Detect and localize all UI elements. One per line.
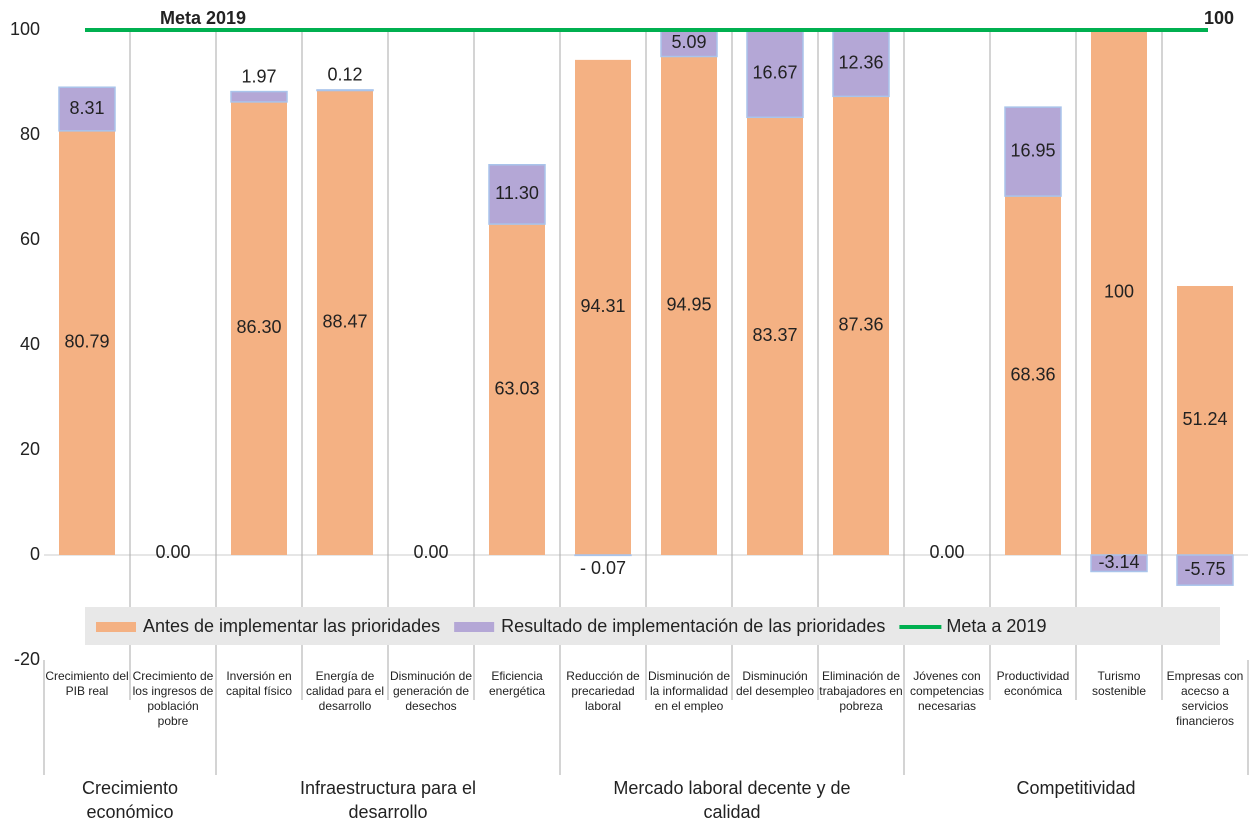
y-tick-label: 100 xyxy=(10,19,40,39)
data-label: 88.47 xyxy=(322,312,367,332)
bar-segment xyxy=(231,101,287,556)
data-label: 86.30 xyxy=(236,317,281,337)
x-tick-label: Turismo sostenible xyxy=(1092,669,1146,698)
y-tick-label: 20 xyxy=(20,439,40,459)
x-tick-label: Inversión en capital físico xyxy=(226,669,292,698)
data-label: 0.00 xyxy=(155,542,190,562)
bar-segment xyxy=(59,130,115,556)
legend-label: Antes de implementar las prioridades xyxy=(143,616,440,636)
x-tick-label: Jóvenes con competencias necesarias xyxy=(910,669,984,713)
x-tick-label: Disminución del desempleo xyxy=(736,669,814,698)
data-label: 11.30 xyxy=(495,183,539,203)
bar-segment xyxy=(1176,554,1234,586)
data-label: 94.31 xyxy=(580,296,625,316)
bar-segment xyxy=(316,89,374,92)
bar-segment xyxy=(575,59,631,556)
y-tick-label: 60 xyxy=(20,229,40,249)
data-label: 16.95 xyxy=(1010,140,1055,160)
bar-segment xyxy=(230,90,288,103)
legend-label: Meta a 2019 xyxy=(946,616,1046,636)
x-tick-label: Productividad económica xyxy=(997,669,1070,698)
data-label: 94.95 xyxy=(666,295,711,315)
group-label: Mercado laboral decente y de calidad xyxy=(613,778,850,822)
bar-segment xyxy=(489,224,545,555)
data-label: - 0.07 xyxy=(580,558,626,578)
x-tick-label: Disminución de la informalidad en el emple… xyxy=(648,669,730,713)
data-label: 12.36 xyxy=(838,53,883,73)
data-label: 8.31 xyxy=(69,98,104,118)
bar-segment xyxy=(833,96,889,556)
y-tick-label: 80 xyxy=(20,124,40,144)
bar-segment xyxy=(1091,30,1147,555)
bar-segment xyxy=(832,30,890,98)
group-label: Infraestructura para el desarrollo xyxy=(300,778,476,822)
data-label: 1.97 xyxy=(241,66,276,86)
data-label: 80.79 xyxy=(64,332,109,352)
bar-segment xyxy=(1177,285,1233,555)
bar-segment xyxy=(1090,554,1148,573)
legend-swatch xyxy=(454,622,495,632)
group-label: Crecimiento económico xyxy=(82,778,178,822)
data-label: 51.24 xyxy=(1182,409,1227,429)
bar-segment xyxy=(661,56,717,555)
bar-segment xyxy=(747,117,803,556)
legend-label: Resultado de implementación de las prior… xyxy=(501,616,885,636)
x-tick-label: Empresas con acecso a servicios financieros xyxy=(1167,669,1244,728)
x-tick-label: Disminución de generación de desechos xyxy=(390,669,472,713)
data-label: 83.37 xyxy=(752,325,797,345)
bar-segment xyxy=(1005,196,1061,556)
bar-segment xyxy=(488,164,546,225)
y-tick-label: 40 xyxy=(20,334,40,354)
target-label: Meta 2019 xyxy=(160,8,246,28)
data-label: 0.12 xyxy=(327,65,362,85)
x-tick-label: Crecimiento de los ingresos de población po… xyxy=(133,669,214,728)
x-tick-label: Eficiencia energética xyxy=(489,669,545,698)
y-tick-label: -20 xyxy=(14,649,40,669)
target-value: 100 xyxy=(1204,8,1234,28)
data-label: 0.00 xyxy=(929,542,964,562)
data-label: -3.14 xyxy=(1098,552,1139,572)
data-label: 16.67 xyxy=(752,62,797,82)
x-tick-label: Crecimiento del PIB real xyxy=(45,669,128,698)
y-tick-label: 0 xyxy=(30,544,40,564)
x-tick-label: Energía de calidad para el desarrollo xyxy=(306,669,384,713)
data-label: 5.09 xyxy=(671,32,706,52)
bar-segment xyxy=(58,86,116,132)
bar-segment xyxy=(746,29,804,119)
data-label: 0.00 xyxy=(413,542,448,562)
group-label: Competitividad xyxy=(1016,778,1135,798)
bar-segment xyxy=(660,29,718,58)
data-label: 63.03 xyxy=(494,378,539,398)
data-label: 87.36 xyxy=(838,314,883,334)
data-label: -5.75 xyxy=(1184,559,1225,579)
data-label: 100 xyxy=(1104,281,1134,301)
x-tick-label: Reducción de precariedad laboral xyxy=(566,669,640,713)
legend-swatch xyxy=(96,622,136,632)
data-label: 68.36 xyxy=(1010,364,1055,384)
legend-box xyxy=(85,607,1220,645)
bar-segment xyxy=(1004,106,1062,197)
x-tick-label: Eliminación de trabajadores en pobreza xyxy=(819,669,902,713)
bar-segment xyxy=(317,90,373,555)
